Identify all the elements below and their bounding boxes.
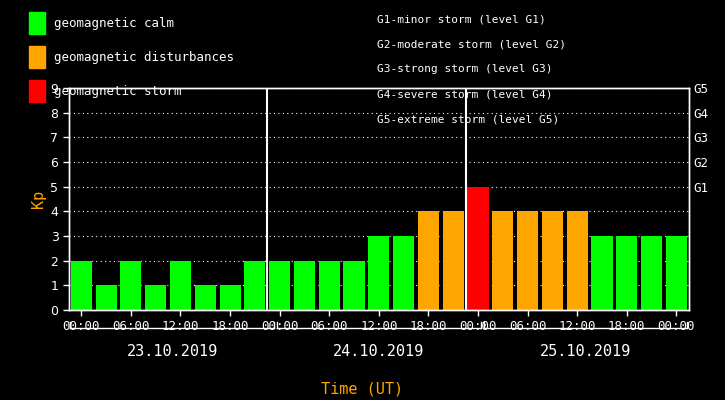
Text: 25.10.2019: 25.10.2019 (540, 344, 631, 359)
Text: G3-strong storm (level G3): G3-strong storm (level G3) (377, 64, 552, 74)
Bar (319, 261, 340, 310)
Bar (666, 236, 687, 310)
Text: Time (UT): Time (UT) (321, 381, 404, 396)
Bar (269, 261, 290, 310)
Text: 23.10.2019: 23.10.2019 (127, 344, 218, 359)
Bar (368, 236, 389, 310)
Bar (195, 285, 216, 310)
Text: geomagnetic storm: geomagnetic storm (54, 84, 181, 98)
Text: geomagnetic calm: geomagnetic calm (54, 16, 174, 30)
Bar (492, 211, 513, 310)
Bar (468, 187, 489, 310)
Bar (170, 261, 191, 310)
Bar (567, 211, 588, 310)
Text: G1-minor storm (level G1): G1-minor storm (level G1) (377, 14, 546, 24)
Bar (542, 211, 563, 310)
Text: geomagnetic disturbances: geomagnetic disturbances (54, 50, 233, 64)
Bar (96, 285, 117, 310)
Bar (244, 261, 265, 310)
Text: G2-moderate storm (level G2): G2-moderate storm (level G2) (377, 39, 566, 49)
Text: G4-severe storm (level G4): G4-severe storm (level G4) (377, 90, 552, 100)
Bar (418, 211, 439, 310)
Bar (120, 261, 141, 310)
Bar (443, 211, 464, 310)
Bar (592, 236, 613, 310)
Bar (145, 285, 166, 310)
Bar (616, 236, 637, 310)
Y-axis label: Kp: Kp (31, 190, 46, 208)
Bar (641, 236, 662, 310)
Bar (393, 236, 414, 310)
Bar (294, 261, 315, 310)
Bar (220, 285, 241, 310)
Bar (517, 211, 538, 310)
Text: 24.10.2019: 24.10.2019 (334, 344, 424, 359)
Bar (344, 261, 365, 310)
Text: G5-extreme storm (level G5): G5-extreme storm (level G5) (377, 115, 559, 125)
Bar (71, 261, 92, 310)
